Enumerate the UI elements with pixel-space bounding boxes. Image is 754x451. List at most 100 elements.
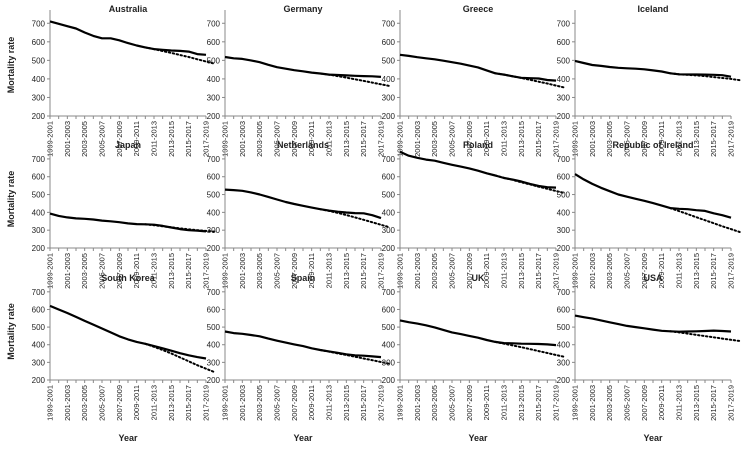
y-tick-label: 400: [557, 341, 571, 350]
x-tick-label: 2001-2003: [63, 253, 72, 289]
panel-title: UK: [472, 273, 485, 283]
panel-title: Republic of Ireland: [612, 140, 693, 150]
x-tick-label: 2013-2015: [517, 253, 526, 289]
panel-netherlands: 200 300 400 500 600 700 1999-2001 2001-2003 2003…: [207, 140, 391, 289]
y-tick-label: 500: [557, 191, 571, 200]
x-tick-label: 2003-2005: [80, 253, 89, 289]
x-tick-label: 2017-2019: [727, 385, 736, 421]
y-axis-title: Mortality rate: [6, 303, 16, 360]
y-tick-label: 400: [382, 75, 396, 84]
x-tick-label: 2015-2017: [534, 385, 543, 421]
x-tick-label: 2005-2007: [623, 253, 632, 289]
x-tick-label: 2007-2009: [465, 385, 474, 421]
x-tick-label: 2015-2017: [184, 385, 193, 421]
y-tick-label: 400: [557, 208, 571, 217]
y-tick-label: 400: [207, 341, 221, 350]
x-tick-label: 2015-2017: [709, 385, 718, 421]
y-tick-label: 600: [207, 38, 221, 47]
x-tick-label: 2003-2005: [430, 121, 439, 157]
y-tick-label: 300: [382, 93, 396, 102]
x-tick-label: 2005-2007: [98, 121, 107, 157]
y-tick-label: 300: [557, 93, 571, 102]
x-tick-label: 2017-2019: [727, 121, 736, 157]
panel-title: USA: [643, 273, 663, 283]
x-tick-label: 2007-2009: [465, 121, 474, 157]
x-axis-title: Year: [468, 433, 488, 443]
x-tick-label: 2007-2009: [640, 253, 649, 289]
x-tick-label: 2011-2013: [675, 121, 684, 156]
x-tick-label: 2003-2005: [605, 121, 614, 157]
x-axis-title: Year: [643, 433, 663, 443]
x-tick-label: 2005-2007: [448, 121, 457, 157]
y-tick-label: 700: [32, 155, 46, 164]
x-tick-label: 2013-2015: [167, 253, 176, 289]
x-tick-label: 2011-2013: [675, 253, 684, 288]
x-tick-label: 2009-2011: [482, 253, 491, 288]
y-tick-label: 200: [557, 112, 571, 121]
x-tick-label: 2011-2013: [500, 121, 509, 156]
x-tick-label: 2017-2019: [552, 253, 561, 289]
y-tick-label: 400: [32, 75, 46, 84]
observed-mortality-line: [49, 20, 207, 56]
observed-mortality-line: [399, 53, 557, 82]
x-tick-label: 2017-2019: [202, 385, 211, 421]
x-axis-title: Year: [293, 433, 313, 443]
x-tick-label: 2011-2013: [675, 385, 684, 420]
y-tick-label: 500: [557, 56, 571, 65]
panel-title: Australia: [109, 4, 149, 14]
x-tick-label: 2009-2011: [482, 385, 491, 420]
y-tick-label: 400: [32, 341, 46, 350]
x-tick-label: 2009-2011: [307, 253, 316, 288]
x-tick-label: 2017-2019: [727, 253, 736, 289]
panel-germany: 200 300 400 500 600 700 1999-2001 2001-2003 2003…: [207, 4, 391, 157]
x-tick-label: 2005-2007: [623, 385, 632, 421]
x-tick-label: 2003-2005: [430, 385, 439, 421]
x-tick-label: 2017-2019: [552, 121, 561, 157]
y-tick-label: 700: [207, 155, 221, 164]
x-tick-label: 2003-2005: [605, 253, 614, 289]
y-tick-label: 500: [557, 323, 571, 332]
x-axis-title: Year: [118, 433, 138, 443]
y-tick-label: 300: [32, 226, 46, 235]
x-tick-label: 2015-2017: [184, 121, 193, 157]
y-tick-label: 200: [207, 112, 221, 121]
x-tick-label: 2007-2009: [640, 385, 649, 421]
y-tick-label: 500: [32, 323, 46, 332]
y-tick-label: 300: [207, 93, 221, 102]
y-tick-label: 200: [557, 376, 571, 385]
observed-mortality-line: [574, 314, 732, 333]
x-tick-label: 1999-2001: [46, 385, 55, 421]
x-tick-label: 2015-2017: [359, 121, 368, 157]
panel-japan: 200 300 400 500 600 700 1999-2001 2001-2003 2003…: [6, 140, 216, 289]
x-tick-label: 2001-2003: [413, 121, 422, 157]
y-tick-label: 500: [207, 191, 221, 200]
x-tick-label: 2011-2013: [325, 121, 334, 156]
observed-mortality-line: [574, 173, 732, 219]
x-tick-label: 2017-2019: [202, 253, 211, 289]
x-tick-label: 2003-2005: [80, 385, 89, 421]
x-tick-label: 2001-2003: [413, 385, 422, 421]
x-tick-label: 2013-2015: [517, 121, 526, 157]
x-tick-label: 2009-2011: [482, 121, 491, 156]
observed-mortality-line: [224, 330, 382, 359]
x-tick-label: 2001-2003: [588, 121, 597, 157]
x-tick-label: 2005-2007: [623, 121, 632, 157]
y-tick-label: 600: [207, 173, 221, 182]
y-tick-label: 500: [32, 191, 46, 200]
y-tick-label: 300: [382, 358, 396, 367]
observed-mortality-line: [574, 59, 732, 78]
y-tick-label: 500: [32, 56, 46, 65]
x-tick-label: 1999-2001: [396, 121, 405, 157]
y-tick-label: 500: [382, 323, 396, 332]
y-tick-label: 600: [557, 305, 571, 314]
panel-south-korea: 200 300 400 500 600 700 1999-2001 2001-2003 2003…: [6, 273, 216, 443]
x-tick-label: 2017-2019: [377, 253, 386, 289]
y-tick-label: 300: [32, 358, 46, 367]
y-tick-label: 300: [382, 226, 396, 235]
panel-title: Iceland: [637, 4, 668, 14]
x-tick-label: 2007-2009: [115, 385, 124, 421]
x-tick-label: 2013-2015: [692, 121, 701, 157]
x-tick-label: 2017-2019: [552, 385, 561, 421]
